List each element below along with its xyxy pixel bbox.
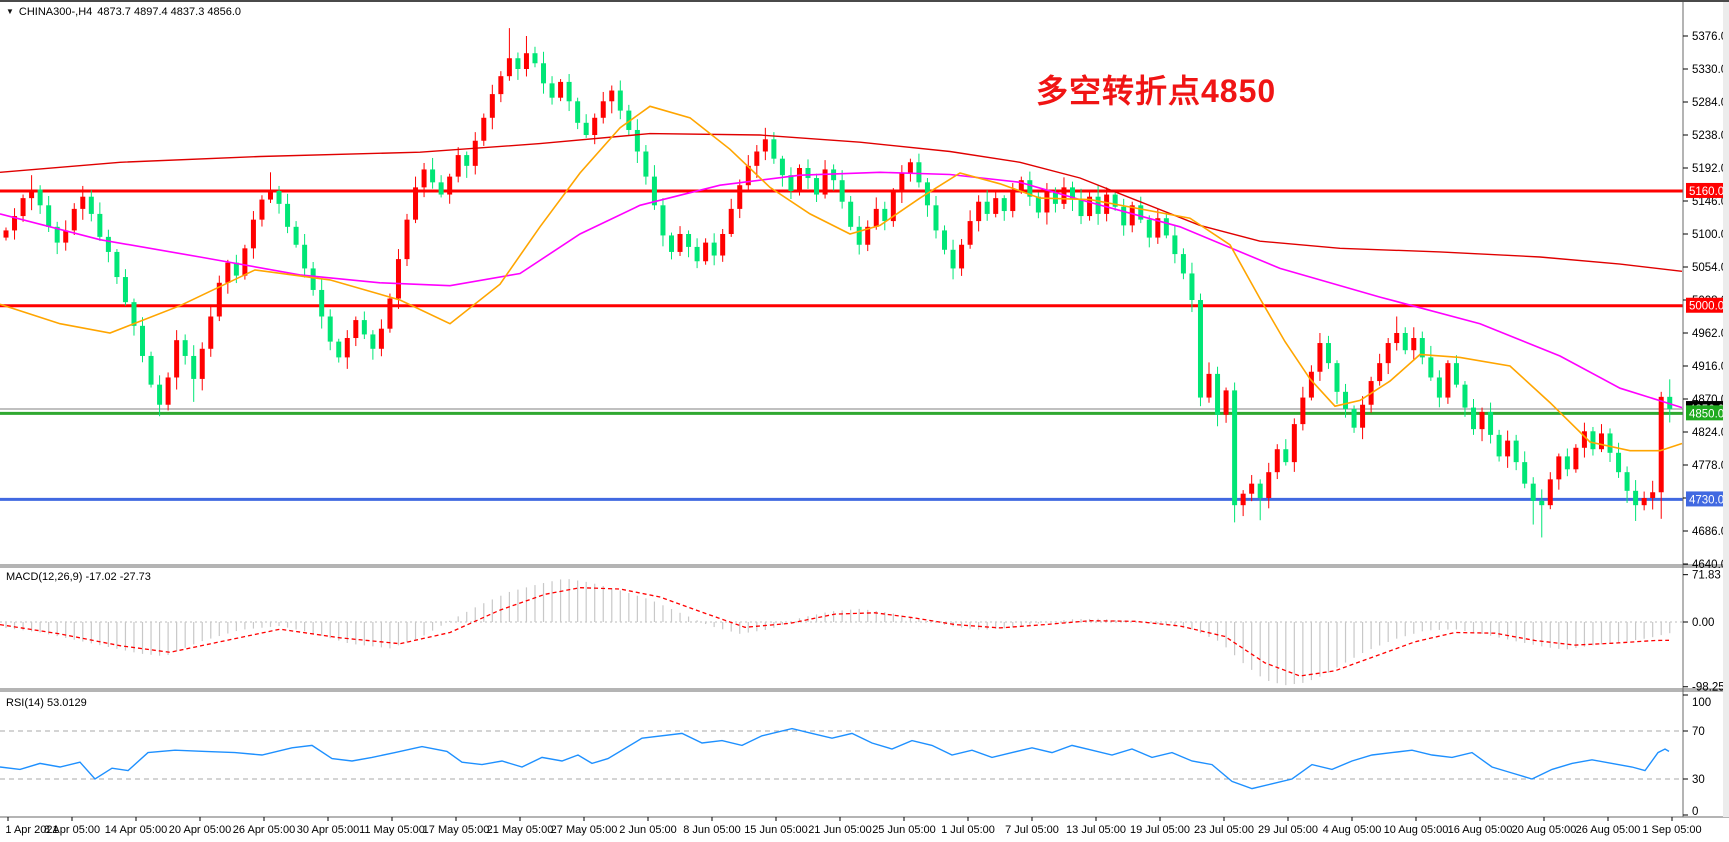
svg-text:5146.0: 5146.0 bbox=[1692, 196, 1727, 208]
svg-text:30 Apr 05:00: 30 Apr 05:00 bbox=[297, 824, 359, 836]
symbol-info-bar: ▼ CHINA300-,H4 4873.7 4897.4 4837.3 4856… bbox=[6, 6, 241, 18]
svg-text:20 Apr 05:00: 20 Apr 05:00 bbox=[169, 824, 231, 836]
svg-text:-98.25: -98.25 bbox=[1692, 682, 1725, 694]
svg-text:21 Jun 05:00: 21 Jun 05:00 bbox=[808, 824, 872, 836]
chart-annotation-text: 多空转折点4850 bbox=[1036, 73, 1277, 109]
svg-text:17 May 05:00: 17 May 05:00 bbox=[423, 824, 490, 836]
scrollbar-strip[interactable] bbox=[1723, 2, 1729, 817]
ohlc-readout: 4873.7 4897.4 4837.3 4856.0 bbox=[97, 6, 242, 18]
axis-price-box bbox=[1686, 405, 1728, 421]
svg-text:15 Jun 05:00: 15 Jun 05:00 bbox=[744, 824, 808, 836]
svg-text:10 Aug 05:00: 10 Aug 05:00 bbox=[1384, 824, 1449, 836]
svg-text:4640.0: 4640.0 bbox=[1692, 559, 1727, 571]
rsi-line bbox=[0, 727, 1670, 790]
chevron-down-icon[interactable]: ▼ bbox=[6, 7, 14, 16]
svg-text:0.00: 0.00 bbox=[1692, 617, 1714, 629]
ma-slow-line bbox=[0, 132, 1683, 272]
svg-text:26 Apr 05:00: 26 Apr 05:00 bbox=[233, 824, 295, 836]
svg-text:4778.0: 4778.0 bbox=[1692, 460, 1727, 472]
svg-text:13 Jul 05:00: 13 Jul 05:00 bbox=[1066, 824, 1126, 836]
svg-text:29 Jul 05:00: 29 Jul 05:00 bbox=[1258, 824, 1318, 836]
ma-fast-line bbox=[0, 105, 1683, 452]
svg-text:5238.0: 5238.0 bbox=[1692, 130, 1727, 142]
price-axis: 5376.0 5330.0 5284.0 5238.0 5192.0 5146.0 5100… bbox=[1683, 31, 1728, 818]
macd-signal-line bbox=[0, 587, 1670, 677]
svg-text:8 Jun 05:00: 8 Jun 05:00 bbox=[683, 824, 741, 836]
svg-text:5000.0: 5000.0 bbox=[1689, 301, 1724, 313]
svg-text:16 Aug 05:00: 16 Aug 05:00 bbox=[1448, 824, 1513, 836]
svg-text:1 Jul 05:00: 1 Jul 05:00 bbox=[941, 824, 995, 836]
svg-text:21 May 05:00: 21 May 05:00 bbox=[487, 824, 554, 836]
svg-text:5284.0: 5284.0 bbox=[1692, 97, 1727, 109]
svg-text:2 Jun 05:00: 2 Jun 05:00 bbox=[619, 824, 677, 836]
rsi-pane bbox=[0, 727, 1683, 790]
svg-text:4 Aug 05:00: 4 Aug 05:00 bbox=[1323, 824, 1382, 836]
svg-text:5100.0: 5100.0 bbox=[1692, 229, 1727, 241]
svg-text:5330.0: 5330.0 bbox=[1692, 64, 1727, 76]
window-top-edge bbox=[0, 0, 1729, 2]
svg-text:11 May 05:00: 11 May 05:00 bbox=[359, 824, 425, 836]
ma-mid-line bbox=[0, 171, 1683, 409]
svg-text:4686.0: 4686.0 bbox=[1692, 526, 1727, 538]
svg-text:7 Jul 05:00: 7 Jul 05:00 bbox=[1005, 824, 1059, 836]
macd-indicator-label: MACD(12,26,9) -17.02 -27.73 bbox=[6, 571, 151, 583]
svg-text:71.83: 71.83 bbox=[1692, 570, 1721, 582]
axis-price-box bbox=[1686, 182, 1728, 198]
svg-text:1 Apr 2021: 1 Apr 2021 bbox=[5, 824, 58, 836]
svg-text:4850.0: 4850.0 bbox=[1689, 408, 1724, 420]
svg-text:5192.0: 5192.0 bbox=[1692, 163, 1727, 175]
svg-text:26 Aug 05:00: 26 Aug 05:00 bbox=[1576, 824, 1641, 836]
symbol-timeframe-label: CHINA300-,H4 bbox=[18, 6, 93, 18]
svg-text:5054.0: 5054.0 bbox=[1692, 262, 1727, 274]
svg-text:0: 0 bbox=[1692, 806, 1698, 818]
svg-text:4824.0: 4824.0 bbox=[1692, 427, 1727, 439]
svg-text:4916.0: 4916.0 bbox=[1692, 361, 1727, 373]
svg-text:4962.0: 4962.0 bbox=[1692, 328, 1727, 340]
svg-text:70: 70 bbox=[1692, 726, 1705, 738]
candles-group bbox=[3, 28, 1673, 538]
svg-text:30: 30 bbox=[1692, 774, 1705, 786]
svg-text:5160.0: 5160.0 bbox=[1689, 186, 1724, 198]
macd-pane bbox=[0, 579, 1683, 686]
axis-price-box bbox=[1686, 491, 1728, 507]
rsi-indicator-label: RSI(14) 53.0129 bbox=[6, 697, 87, 709]
svg-text:8 Apr 05:00: 8 Apr 05:00 bbox=[44, 824, 100, 836]
svg-text:27 May 05:00: 27 May 05:00 bbox=[551, 824, 618, 836]
svg-text:4730.0: 4730.0 bbox=[1689, 494, 1724, 506]
svg-text:23 Jul 05:00: 23 Jul 05:00 bbox=[1194, 824, 1254, 836]
axis-price-box bbox=[1686, 297, 1728, 313]
svg-text:1 Sep 05:00: 1 Sep 05:00 bbox=[1642, 824, 1701, 836]
svg-text:5376.0: 5376.0 bbox=[1692, 31, 1727, 43]
main-price-pane bbox=[0, 28, 1683, 538]
svg-text:19 Jul 05:00: 19 Jul 05:00 bbox=[1130, 824, 1190, 836]
svg-text:100: 100 bbox=[1692, 697, 1711, 709]
svg-text:20 Aug 05:00: 20 Aug 05:00 bbox=[1512, 824, 1577, 836]
svg-text:14 Apr 05:00: 14 Apr 05:00 bbox=[105, 824, 167, 836]
svg-text:25 Jun 05:00: 25 Jun 05:00 bbox=[872, 824, 936, 836]
